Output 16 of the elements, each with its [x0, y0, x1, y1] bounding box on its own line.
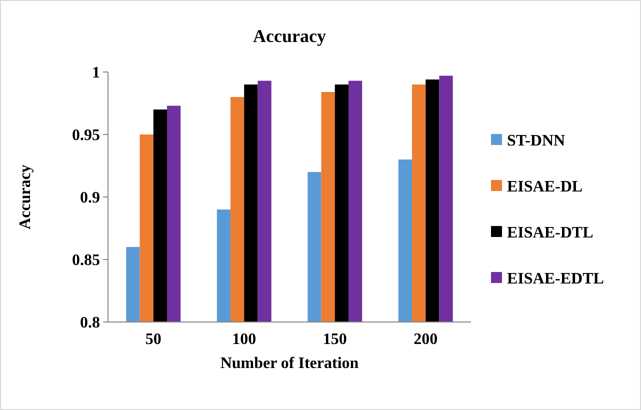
y-tick-label: 0.95	[72, 127, 100, 144]
x-tick-label: 150	[322, 331, 347, 348]
x-tick-label: 100	[232, 331, 256, 348]
chart-title: Accuracy	[253, 26, 326, 46]
y-axis-title: Accuracy	[17, 164, 34, 230]
legend-label: ST-DNN	[507, 132, 566, 150]
x-tick-label: 50	[145, 331, 162, 348]
y-tick-label: 0.9	[80, 190, 100, 207]
legend-label: EISAE-EDTL	[507, 270, 604, 288]
y-tick-label: 1	[92, 64, 100, 82]
legend-label: EISAE-DL	[507, 178, 583, 196]
legend-label: EISAE-DTL	[507, 224, 594, 242]
x-axis-title: Number of Iteration	[220, 355, 359, 372]
y-tick-label: 0.8	[80, 314, 100, 332]
x-tick-label: 200	[414, 331, 438, 348]
y-tick-label: 0.85	[72, 252, 100, 270]
